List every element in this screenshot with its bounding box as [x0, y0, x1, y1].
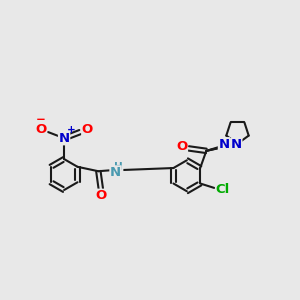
Text: O: O [82, 123, 93, 136]
Text: O: O [176, 140, 188, 153]
Text: Cl: Cl [216, 183, 230, 196]
Text: N: N [218, 138, 230, 151]
Text: N: N [58, 132, 70, 145]
Text: N: N [231, 139, 242, 152]
Text: −: − [36, 113, 46, 126]
Text: H: H [114, 162, 123, 172]
Text: +: + [67, 124, 75, 135]
Text: O: O [95, 189, 106, 202]
Text: N: N [110, 166, 121, 179]
Text: O: O [35, 123, 46, 136]
